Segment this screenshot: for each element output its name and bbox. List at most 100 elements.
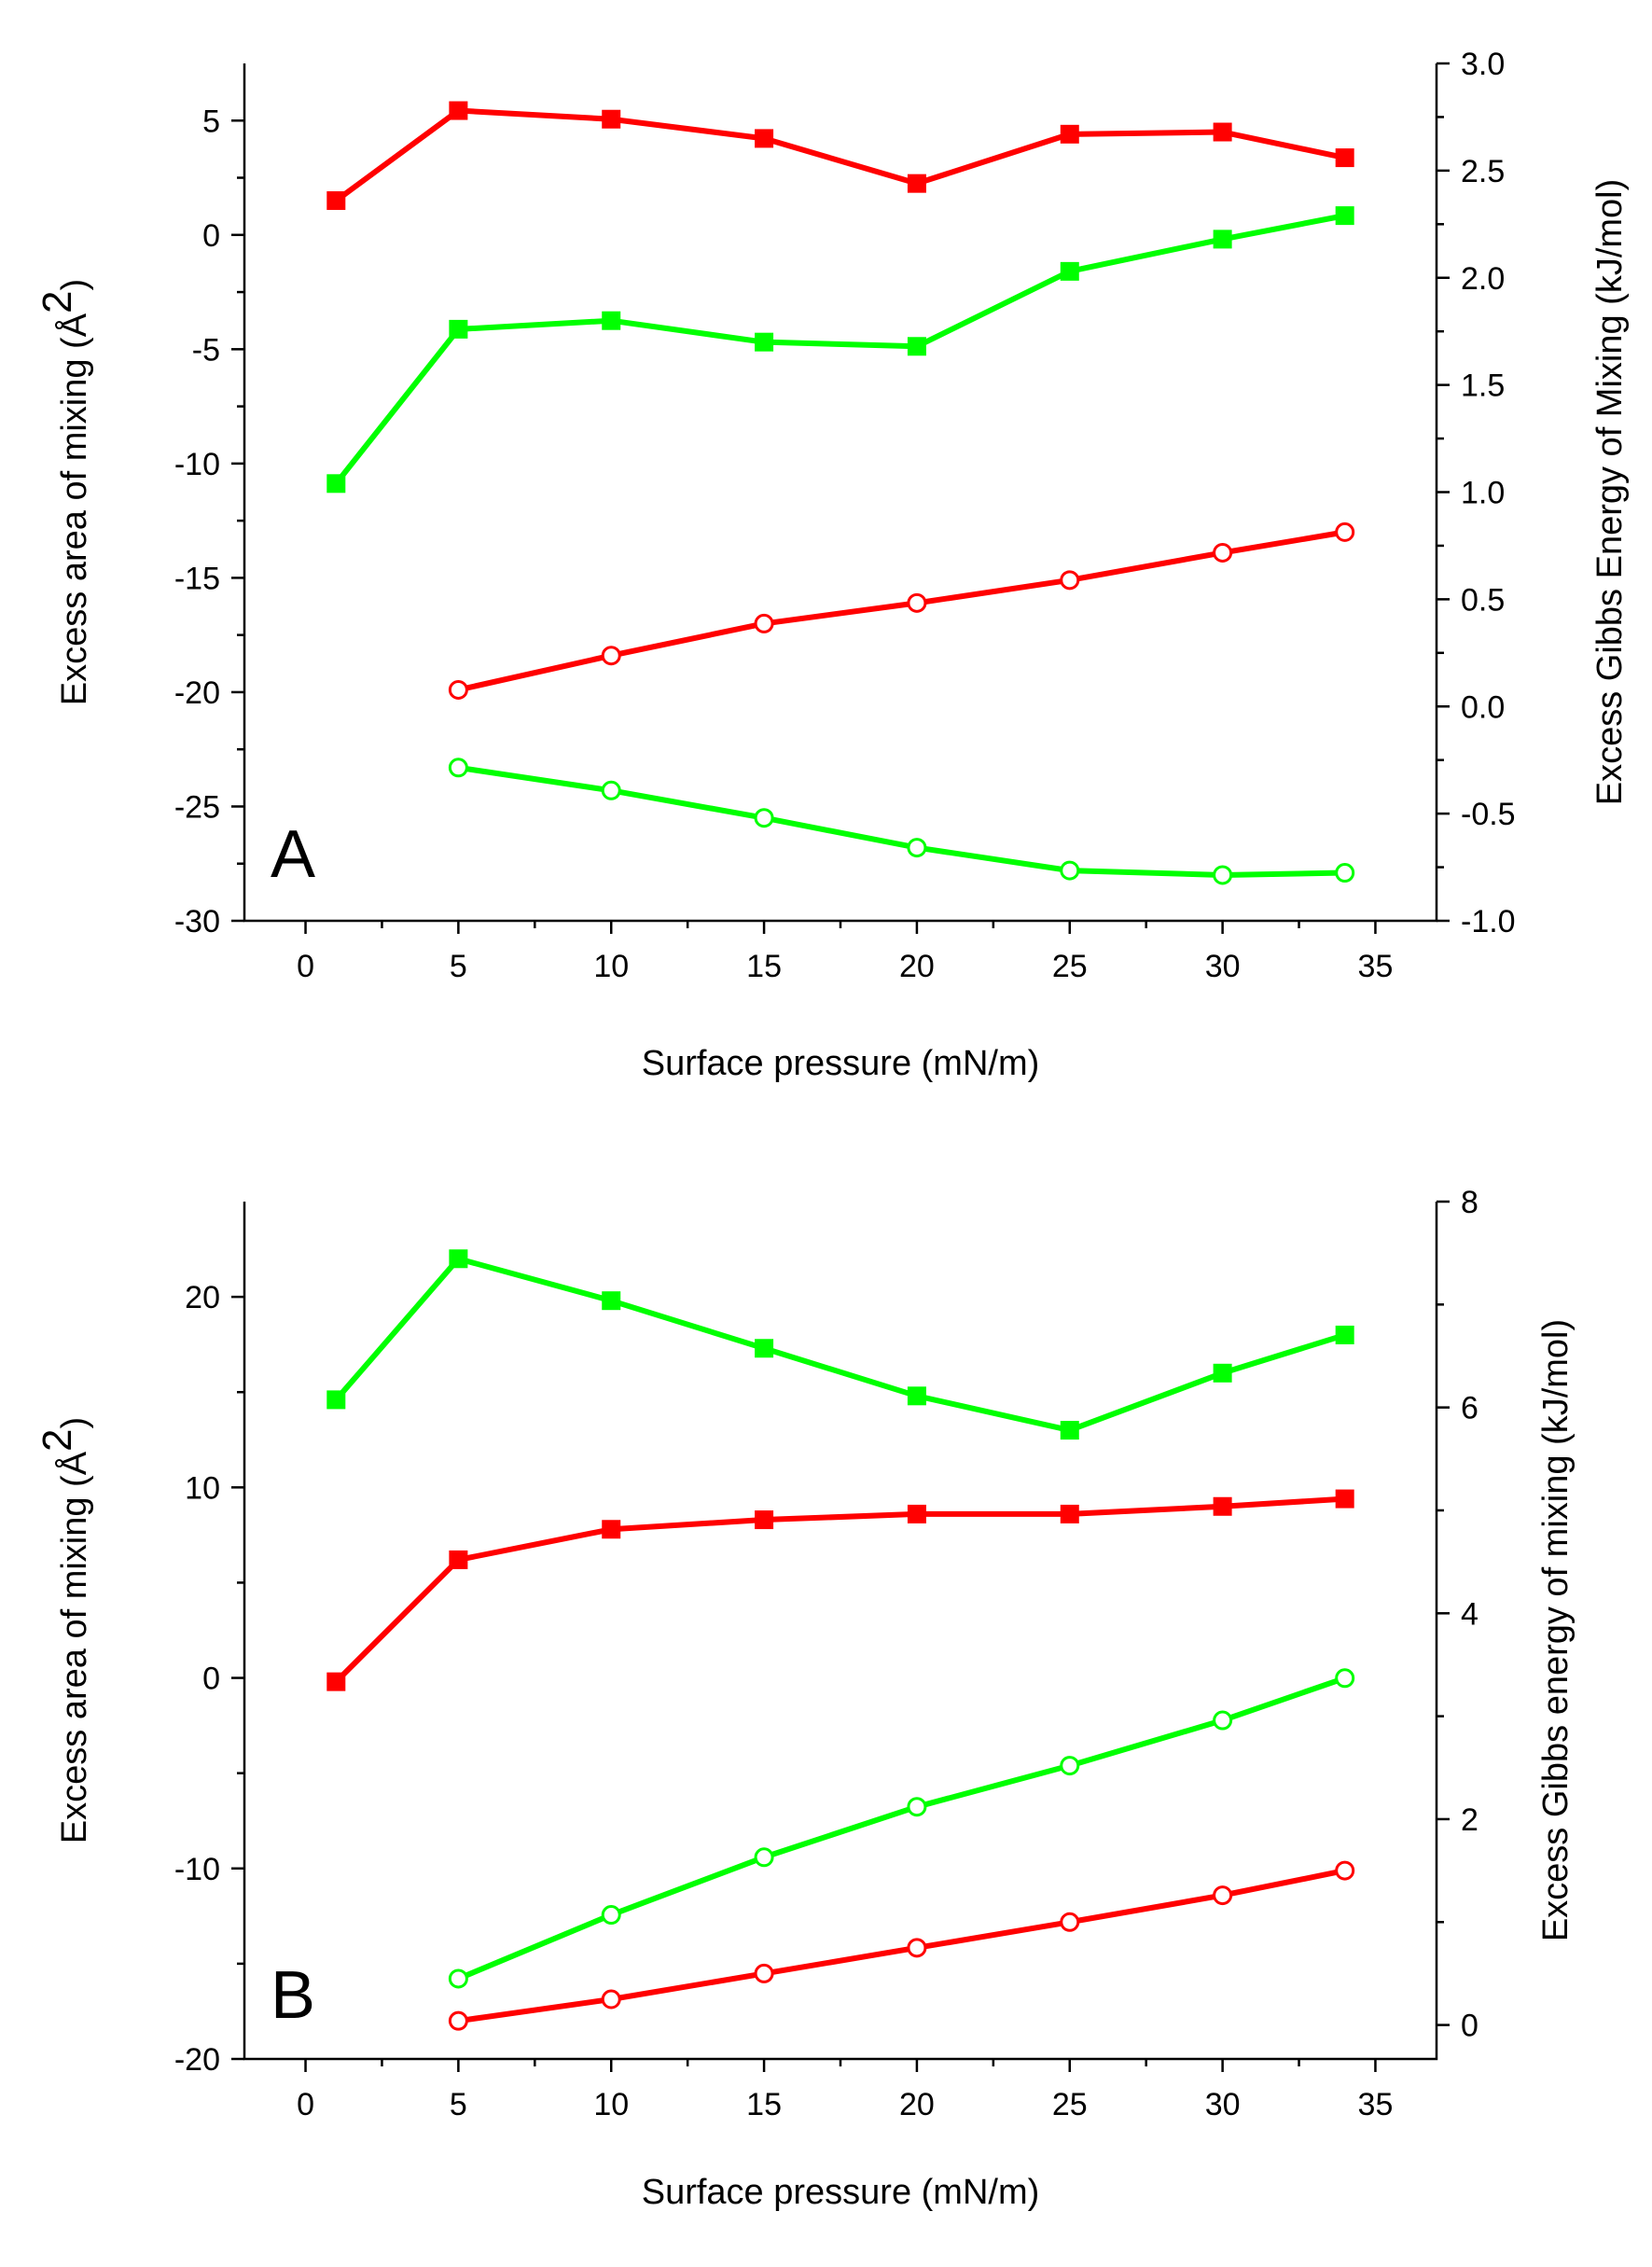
series-red-open-circles (448, 1860, 1355, 2031)
data-point (326, 191, 346, 211)
x-tick-label: 0 (297, 2087, 314, 2122)
y-left-tick-label: 5 (202, 104, 220, 139)
data-point (448, 758, 468, 778)
data-point (907, 1797, 927, 1817)
series-line (457, 529, 1346, 693)
y-left-tick-label: -25 (174, 789, 220, 825)
data-point (601, 1905, 621, 1926)
data-point (1335, 148, 1354, 168)
y-right-tick-label: 1.0 (1461, 476, 1505, 511)
y-right-tick-label: 3.0 (1461, 47, 1505, 82)
data-point (1213, 542, 1233, 563)
data-point (1213, 229, 1232, 249)
series-green-open-circles (448, 1668, 1355, 1989)
series-red-filled-squares (326, 101, 1354, 211)
y-left-title-close: ) (55, 279, 94, 291)
y-left-title-superscript: 2 (35, 1428, 80, 1451)
y-left-tick-label: 20 (185, 1280, 220, 1315)
data-point (448, 679, 468, 700)
series-line (457, 764, 1345, 878)
data-point (907, 1938, 927, 1958)
series-line (333, 213, 1346, 486)
y-right-tick-label: 4 (1461, 1596, 1478, 1632)
series-line (457, 1868, 1346, 2024)
data-point (602, 1520, 621, 1539)
x-tick-label: 10 (593, 2087, 629, 2122)
plot-frame (243, 1202, 1438, 2061)
y-right-tick-label: 6 (1461, 1391, 1478, 1426)
y-left-tick-label: 0 (202, 1662, 220, 1697)
x-tick-label: 30 (1205, 949, 1241, 984)
data-point (1060, 1421, 1079, 1440)
data-point (1213, 1885, 1233, 1906)
data-point (449, 319, 468, 339)
data-point (1060, 261, 1079, 281)
y-right-tick-label: 0.0 (1461, 689, 1505, 725)
y-right-tick-label: -1.0 (1461, 904, 1516, 939)
x-tick-label: 15 (746, 2087, 782, 2122)
data-point (448, 1968, 468, 1989)
x-tick-label: 20 (899, 2087, 935, 2122)
y-left-tick-label: -30 (174, 904, 220, 939)
data-point (755, 129, 774, 148)
data-point (755, 1339, 774, 1358)
y-left-title-text: Excess area of mixing (Å (53, 313, 94, 705)
panel-b: 0 5 10 15 20 25 30 35 -20 -10 0 10 20 0 2 4 6 8 Surface pr… (35, 1185, 1576, 2212)
y-right-tick-label: 0.5 (1461, 582, 1505, 618)
y-right-tick-label: 8 (1461, 1185, 1478, 1220)
y-right-axis-title: Excess Gibbs Energy of Mixing (kJ/mol) (1590, 179, 1630, 806)
data-point (602, 109, 621, 129)
y-left-tick-label: -5 (192, 332, 220, 368)
series-line (457, 1675, 1346, 1982)
data-point (601, 780, 621, 800)
y-left-axis-title: Excess area of mixing (Å2) (35, 1417, 94, 1843)
data-point (449, 1249, 468, 1269)
data-point (1335, 522, 1355, 542)
data-point (602, 1291, 621, 1311)
y-right-axis-title: Excess Gibbs energy of mixing (kJ/mol) (1536, 1319, 1576, 1941)
data-point (1335, 863, 1355, 883)
y-right-tick-label: 2 (1461, 1802, 1478, 1838)
data-point (1335, 1325, 1354, 1344)
series-green-filled-squares (326, 206, 1354, 494)
x-tick-label: 35 (1358, 2087, 1394, 2122)
x-tick-label: 0 (297, 949, 314, 984)
data-point (1213, 865, 1233, 885)
data-point (326, 1390, 346, 1410)
y-right-tick-label: -0.5 (1461, 797, 1516, 832)
data-point (907, 838, 927, 858)
data-point (449, 101, 468, 120)
data-point (754, 613, 774, 633)
y-right-tick-label: 0 (1461, 2009, 1478, 2044)
y-left-tick-label: -20 (174, 675, 220, 711)
series-green-open-circles (448, 758, 1355, 885)
y-left-axis-title: Excess area of mixing (Å2) (35, 279, 94, 705)
data-point (755, 1510, 774, 1530)
data-point (754, 1847, 774, 1868)
x-axis-title: Surface pressure (mN/m) (642, 1044, 1040, 1083)
x-axis-title: Surface pressure (mN/m) (642, 2173, 1040, 2212)
y-left-title-superscript: 2 (35, 290, 80, 313)
data-point (907, 592, 927, 613)
series-red-open-circles (448, 522, 1355, 700)
x-tick-label: 10 (593, 949, 629, 984)
panel-letter: A (271, 817, 315, 892)
series-line (334, 1495, 1345, 1684)
data-point (1060, 124, 1079, 144)
data-point (907, 1386, 926, 1406)
series-line (334, 107, 1346, 203)
plot-frame (243, 63, 1438, 923)
y-left-tick-label: 0 (202, 218, 220, 254)
x-tick-label: 20 (899, 949, 935, 984)
x-tick-label: 30 (1205, 2087, 1241, 2122)
x-tick-label: 35 (1358, 949, 1394, 984)
data-point (754, 808, 774, 828)
y-left-tick-label: -15 (174, 561, 220, 596)
x-tick-label: 5 (450, 949, 467, 984)
y-left-tick-label: -10 (174, 447, 220, 482)
y-left-title-close: ) (55, 1417, 94, 1429)
data-point (1213, 1363, 1232, 1383)
data-point (907, 1504, 926, 1523)
data-point (755, 332, 774, 352)
data-point (601, 1989, 621, 2010)
